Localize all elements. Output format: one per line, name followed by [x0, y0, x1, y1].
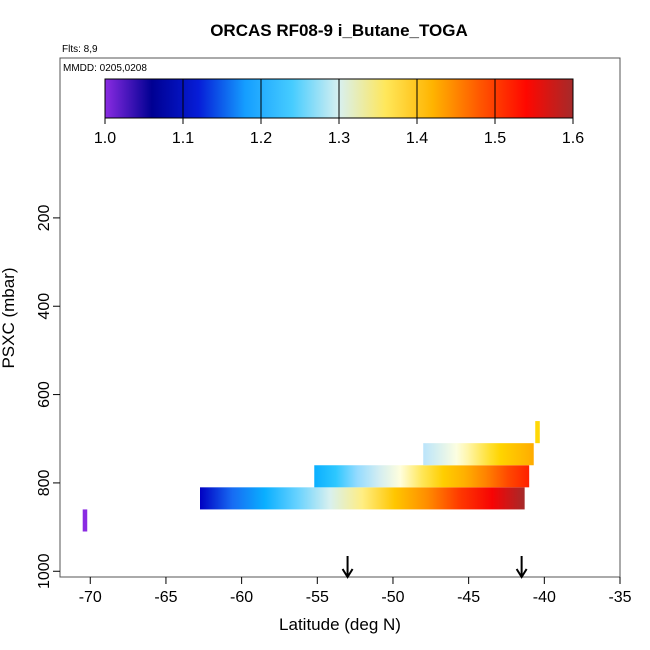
flights-label: Flts: 8,9: [62, 44, 98, 55]
colorbar-tick-label: 1.2: [250, 130, 272, 147]
axes: -70 -65 -60 -55 -50 -45 -40 -35 200 400 600 800 1000: [36, 204, 632, 606]
x-tick-label: -45: [457, 589, 480, 606]
data-segment: [535, 421, 540, 444]
arrow-marker: [341, 556, 354, 579]
data-segment: [82, 509, 88, 532]
data-segment: [314, 465, 530, 488]
colorbar: 1.0 1.1 1.2 1.3 1.4 1.5 1.6: [94, 78, 584, 147]
chart-title: ORCAS RF08-9 i_Butane_TOGA: [210, 21, 468, 40]
x-tick-label: -65: [154, 589, 177, 606]
y-tick-label: 800: [36, 469, 53, 496]
x-tick-label: -35: [608, 589, 631, 606]
colorbar-tick-label: 1.6: [562, 130, 584, 147]
x-tick-label: -50: [381, 589, 404, 606]
colorbar-tick-label: 1.0: [94, 130, 116, 147]
colorbar-tick-label: 1.3: [328, 130, 350, 147]
arrow-marker: [515, 556, 528, 579]
y-tick-label: 1000: [36, 553, 53, 589]
y-axis-label: PSXC (mbar): [0, 267, 18, 368]
x-tick-label: -60: [230, 589, 253, 606]
x-axis-label: Latitude (deg N): [279, 615, 401, 634]
colorbar-tick-label: 1.5: [484, 130, 506, 147]
x-tick-label: -70: [79, 589, 102, 606]
plot-frame: [59, 57, 621, 578]
x-tick-label: -40: [533, 589, 556, 606]
y-tick-label: 400: [36, 293, 53, 320]
data-segments: [82, 421, 540, 579]
data-segment: [423, 443, 534, 466]
date-label: MMDD: 0205,0208: [63, 63, 147, 74]
colorbar-tick-label: 1.1: [172, 130, 194, 147]
x-tick-label: -55: [306, 589, 329, 606]
data-segment: [200, 487, 525, 510]
y-tick-label: 200: [36, 204, 53, 231]
colorbar-tick-label: 1.4: [406, 130, 428, 147]
y-tick-label: 600: [36, 381, 53, 408]
